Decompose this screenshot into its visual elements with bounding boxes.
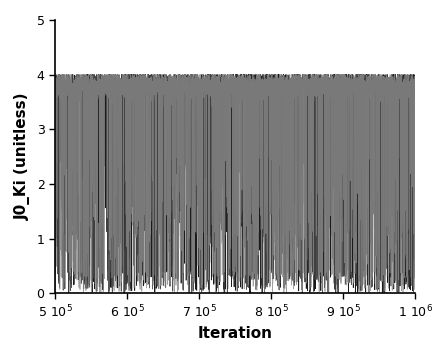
Y-axis label: J0_Ki (unitless): J0_Ki (unitless) (15, 93, 31, 220)
X-axis label: Iteration: Iteration (198, 326, 273, 341)
